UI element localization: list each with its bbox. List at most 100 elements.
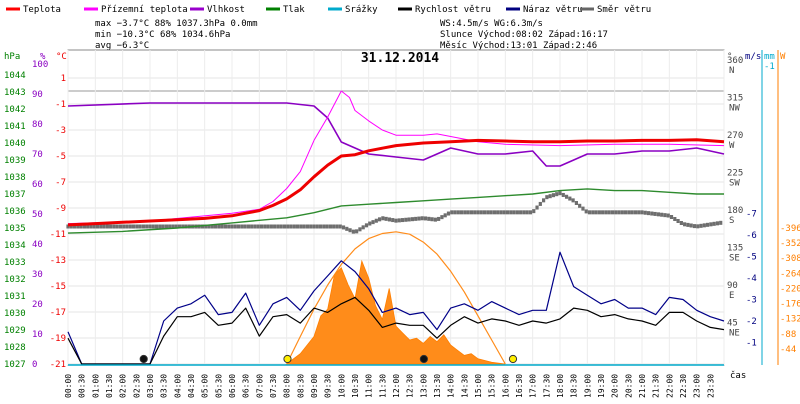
wind-direction-point: [394, 218, 398, 223]
wm-tick-label: -176: [780, 300, 800, 310]
dir-tick-name: E: [729, 291, 734, 301]
x-tick-label: 00:30: [78, 374, 87, 398]
wind-direction-point: [99, 224, 103, 229]
wind-direction-point: [89, 224, 93, 229]
wind-direction-point: [548, 194, 552, 199]
wind-direction-point: [374, 218, 378, 223]
wind-direction-point: [709, 222, 713, 227]
wind-direction-point: [214, 224, 218, 229]
wind-direction-point: [368, 221, 372, 226]
x-tick-label: 15:00: [474, 374, 483, 398]
temp-tick-label: -19: [50, 334, 66, 344]
legend: Teplota Přízemní teplota Vlhkost Tlak Srážky…: [6, 5, 651, 15]
wind-direction-point: [309, 224, 313, 229]
wind-direction-point: [594, 210, 598, 215]
wind-direction-point: [571, 198, 575, 203]
x-tick-label: 12:30: [406, 374, 415, 398]
wind-direction-point: [460, 210, 464, 215]
wind-direction-point: [692, 224, 697, 229]
x-tick-label: 10:00: [337, 374, 346, 398]
wind-direction-point: [443, 213, 447, 218]
wind-direction-point: [112, 224, 116, 229]
wind-direction-point: [269, 224, 273, 229]
pct-tick-label: 90: [32, 90, 43, 100]
wind-direction-point: [279, 224, 283, 229]
wind-direction-point: [591, 210, 595, 215]
wind-direction-point: [305, 224, 310, 229]
pct-tick-label: 70: [32, 150, 43, 160]
stat-wind: WS:4.5m/s WG:6.3m/s: [440, 19, 543, 29]
x-tick-label: 07:00: [255, 374, 264, 398]
wind-direction-point: [466, 210, 470, 215]
wind-direction-point: [384, 216, 388, 221]
wind-direction-point: [273, 224, 277, 229]
x-tick-label: 21:00: [638, 374, 647, 398]
wind-direction-point: [489, 210, 493, 215]
wind-direction-point: [502, 210, 506, 215]
wind-direction-point: [719, 220, 723, 225]
legend-label: Tlak: [283, 5, 305, 15]
hpa-tick-label: 1027: [4, 360, 26, 370]
ms-axis-label: m/s: [745, 52, 761, 62]
dir-tick-label: 225: [727, 169, 743, 179]
x-tick-label: 05:30: [214, 374, 223, 398]
dir-tick-label: 90: [727, 281, 738, 291]
hpa-tick-label: 1034: [4, 241, 26, 251]
hpa-tick-label: 1033: [4, 258, 26, 268]
wind-direction-point: [676, 219, 680, 223]
hpa-tick-label: 1042: [4, 105, 26, 115]
x-tick-label: 20:00: [611, 374, 620, 398]
chart-title: 31.12.2014: [361, 51, 439, 66]
wind-direction-point: [437, 216, 441, 221]
hpa-tick-label: 1036: [4, 207, 26, 217]
x-tick-label: 13:30: [433, 374, 442, 398]
wind-direction-point: [564, 194, 569, 199]
wind-direction-point: [561, 192, 565, 197]
wind-direction-point: [253, 224, 257, 229]
sunshine-area: [285, 259, 506, 365]
x-tick-label: 23:30: [706, 374, 715, 398]
wind-direction-point: [302, 224, 306, 229]
wind-direction-point: [204, 224, 208, 229]
dir-tick-name: SE: [729, 254, 740, 264]
wind-direction-point: [220, 224, 224, 229]
stat-avg: avg −6.3°C: [95, 41, 149, 51]
wind-direction-point: [601, 210, 605, 215]
wind-direction-point: [223, 224, 228, 229]
wind-direction-point: [463, 210, 467, 215]
pct-axis-label: %: [40, 52, 46, 62]
wind-direction-point: [640, 210, 644, 215]
wind-direction-point: [161, 224, 165, 229]
wind-direction-point: [509, 210, 513, 215]
wind-direction-point: [558, 191, 562, 196]
wind-direction-point: [138, 224, 142, 229]
temp-tick-label: -1: [55, 100, 66, 110]
x-tick-label: 06:00: [228, 374, 237, 398]
wind-direction-point: [420, 216, 424, 221]
dir-tick-name: SW: [729, 179, 740, 189]
wind-direction-point: [551, 193, 556, 198]
x-axis-label: čas: [730, 370, 746, 381]
temp-tick-label: -21: [50, 360, 66, 370]
x-tick-label: 15:30: [488, 374, 497, 398]
wind-direction-point: [686, 222, 690, 227]
x-tick-label: 04:00: [173, 374, 182, 398]
wind-direction-point: [361, 225, 365, 230]
hpa-tick-label: 1030: [4, 309, 26, 319]
wind-direction-point: [702, 223, 706, 228]
wind-direction-point: [299, 224, 303, 229]
wind-direction-point: [617, 210, 621, 215]
wind-direction-point: [200, 224, 205, 229]
hpa-tick-label: 1031: [4, 292, 26, 302]
pct-tick-label: 0: [32, 360, 37, 370]
wind-direction-point: [581, 206, 585, 211]
x-tick-label: 18:00: [556, 374, 565, 398]
wind-direction-point: [312, 224, 316, 229]
wind-direction-point: [683, 222, 687, 227]
wind-direction-point: [646, 211, 651, 216]
wm-tick-label: -44: [780, 345, 796, 355]
x-tick-label: 02:00: [119, 374, 128, 398]
wind-direction-point: [76, 224, 80, 229]
